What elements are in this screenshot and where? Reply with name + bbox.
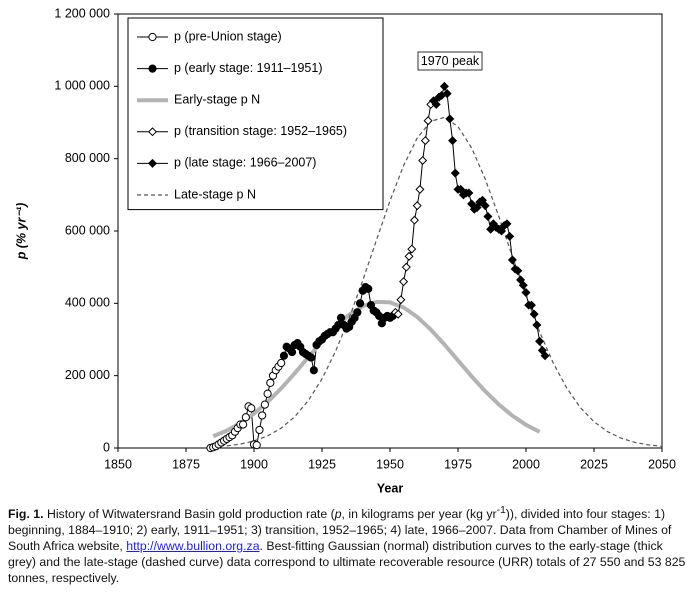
data-point [439, 81, 449, 91]
data-point [353, 308, 362, 317]
data-point [521, 287, 531, 297]
x-tick-label: 2050 [648, 457, 676, 471]
data-point [287, 348, 297, 357]
data-point [364, 284, 373, 293]
data-point [241, 413, 250, 422]
y-axis-label: p (% yr⁻¹) [14, 203, 28, 261]
caption-text: -1 [496, 505, 506, 516]
caption: Fig. 1. History of Witwatersrand Basin g… [8, 503, 692, 586]
data-point [445, 114, 455, 124]
data-point [529, 309, 539, 319]
legend-label: p (late stage: 1966–2007) [174, 156, 316, 170]
y-tick-label: 0 [103, 440, 110, 454]
series-line [433, 85, 546, 356]
annotation: 1970 peak [421, 54, 480, 68]
caption-text: , in kilograms per year (kg yr [341, 507, 497, 522]
data-point [407, 244, 417, 254]
data-point [409, 215, 419, 225]
data-point [502, 219, 512, 229]
x-tick-label: 1850 [104, 457, 132, 471]
caption-text: History of Witwatersrand Basin gold prod… [43, 507, 335, 522]
data-point [396, 295, 406, 305]
x-axis-label: Year [377, 481, 404, 495]
data-point [418, 155, 428, 165]
legend-marker [147, 158, 158, 168]
data-point [404, 251, 414, 261]
data-point [401, 262, 411, 272]
data-point [464, 188, 474, 198]
legend-marker [148, 32, 157, 42]
legend-label: p (transition stage: 1952–1965) [174, 124, 347, 138]
y-tick-label: 1 000 000 [54, 79, 110, 93]
data-point [518, 280, 528, 290]
data-point [247, 404, 256, 413]
data-point [252, 441, 261, 450]
data-point [535, 336, 545, 346]
legend-marker [147, 127, 158, 137]
data-point [480, 201, 490, 211]
y-tick-label: 1 200 000 [54, 6, 110, 20]
data-point [309, 366, 318, 375]
legend-marker [148, 64, 157, 73]
legend: p (pre-Union stage) p (early stage: 1911–… [127, 17, 384, 211]
data-point [540, 351, 550, 361]
data-point [399, 277, 409, 287]
legend-label: Early-stage p N [174, 92, 260, 106]
x-tick-label: 2000 [512, 457, 540, 471]
x-tick-label: 1875 [172, 457, 200, 471]
data-point [483, 212, 493, 222]
data-point [415, 184, 425, 194]
x-tick-label: 1950 [376, 457, 404, 471]
y-tick-label: 400 000 [65, 296, 110, 310]
data-point [239, 420, 248, 429]
legend-label: p (pre-Union stage) [174, 29, 282, 43]
y-tick-label: 200 000 [65, 368, 110, 382]
caption-text: p [334, 507, 342, 522]
data-point [423, 116, 433, 126]
data-point [420, 136, 430, 146]
data-point [260, 400, 269, 409]
data-point [336, 313, 346, 322]
y-tick-label: 600 000 [65, 223, 110, 237]
data-point [442, 89, 452, 99]
data-point [412, 201, 422, 211]
data-point [355, 299, 365, 308]
data-point [266, 378, 275, 387]
data-point [277, 358, 286, 368]
data-point [263, 389, 272, 398]
caption-link[interactable]: http://www.bullion.org.za [126, 539, 260, 554]
markers [206, 81, 550, 453]
x-tick-label: 2025 [580, 457, 608, 471]
x-tick-label: 1975 [444, 457, 472, 471]
x-tick-label: 1900 [240, 457, 268, 471]
data-point [513, 266, 523, 276]
data-point [532, 320, 542, 330]
caption-text: )), divided into four stages: 1) beginni… [8, 507, 672, 554]
data-point [279, 351, 289, 360]
data-point [307, 353, 316, 362]
caption-label: Fig. 1. [8, 507, 44, 522]
legend-label: Late-stage p N [174, 187, 256, 201]
data-point [258, 411, 267, 420]
caption-text: . Best-fitting Gaussian (normal) distrib… [8, 539, 686, 586]
data-point [255, 425, 264, 435]
data-point [393, 309, 403, 319]
chart: Year p (% yr⁻¹) 1970 peak 0 200 000 400 00… [14, 6, 676, 495]
annotation-box [417, 51, 483, 71]
legend-label: p (early stage: 1911–1951) [174, 61, 322, 75]
data-point [448, 136, 458, 146]
x-tick-label: 1925 [308, 457, 336, 471]
y-tick-label: 800 000 [65, 151, 110, 165]
data-point [431, 99, 441, 109]
data-point [450, 168, 460, 178]
legend-box [127, 17, 384, 211]
data-point [526, 300, 536, 310]
data-point [505, 231, 515, 241]
data-point [507, 255, 517, 265]
